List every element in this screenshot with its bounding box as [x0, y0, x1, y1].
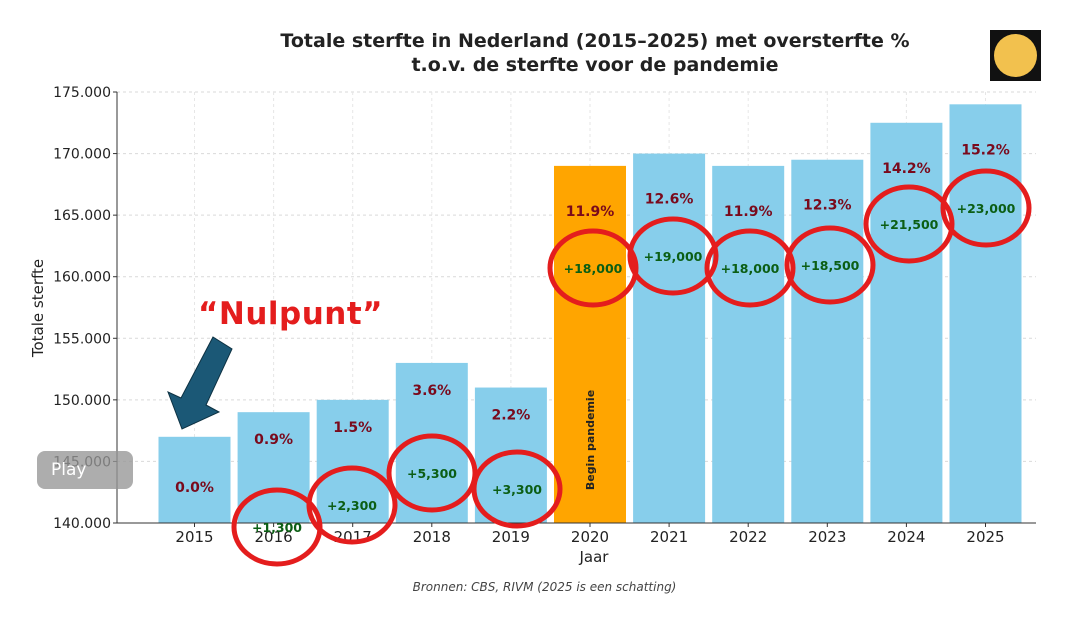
x-tick-label: 2024 [887, 528, 925, 546]
y-tick-label: 160.000 [53, 270, 111, 286]
percent-label-2022: 11.9% [724, 204, 773, 220]
play-button[interactable]: Play K [37, 451, 144, 489]
percent-label-2017: 1.5% [333, 420, 372, 436]
sun-logo-icon [990, 30, 1041, 81]
nulpunt-annotation: “Nulpunt” [198, 296, 384, 332]
excess-label-2016: +1,300 [252, 520, 302, 535]
play-shortcut-key: K [133, 468, 145, 488]
data-labels: 0.0% 0.9% +1,300 1.5% +2,300 3.6% +5,300 2.2% +3… [175, 142, 1016, 535]
bar-2023 [791, 159, 864, 523]
highlight-circle-2024 [863, 184, 955, 264]
highlight-circle-2025 [940, 168, 1032, 248]
y-tick-label: 170.000 [53, 147, 111, 163]
x-tick-label: 2015 [175, 528, 213, 546]
x-tick-label: 2022 [729, 528, 767, 546]
excess-label-2019: +3,300 [492, 482, 542, 497]
x-tick-label: 2020 [571, 528, 609, 546]
highlight-circle-2022 [704, 228, 796, 308]
x-tick-label: 2023 [808, 528, 846, 546]
begin-pandemie-label: Begin pandemie [584, 390, 597, 490]
percent-label-2015: 0.0% [175, 480, 214, 496]
chart-subtitle: t.o.v. de sterfte voor de pandemie [411, 54, 779, 76]
percent-label-2020: 11.9% [566, 204, 615, 220]
y-tick-label: 155.000 [53, 331, 111, 347]
highlight-circle-2018 [386, 433, 478, 513]
percent-label-2016: 0.9% [254, 432, 293, 448]
percent-label-2018: 3.6% [412, 383, 451, 399]
bar-2020 [554, 165, 626, 523]
source-note: Bronnen: CBS, RIVM (2025 is een schattin… [412, 580, 677, 594]
highlight-circle-2023 [784, 225, 876, 305]
bar-2022 [712, 165, 785, 523]
y-tick-label: 175.000 [53, 85, 111, 101]
highlight-circle-2020 [547, 228, 639, 308]
x-tick-label: 2021 [650, 528, 688, 546]
excess-label-2024: +21,500 [880, 217, 939, 232]
highlight-circle-2021 [627, 216, 719, 296]
chart-title: Totale sterfte in Nederland (2015–2025) … [280, 30, 910, 52]
bar-2021 [633, 153, 706, 524]
bar-2016 [237, 412, 310, 523]
excess-label-2020: +18,000 [564, 261, 623, 276]
y-axis-label: Totale sterfte [29, 259, 47, 358]
excess-label-2021: +19,000 [644, 249, 703, 264]
percent-label-2025: 15.2% [961, 142, 1010, 158]
percent-label-2021: 12.6% [645, 192, 694, 208]
arrow-icon [167, 336, 233, 430]
x-tick-label: 2018 [413, 528, 451, 546]
y-tick-label: 165.000 [53, 208, 111, 224]
excess-label-2025: +23,000 [957, 201, 1016, 216]
bar-2024 [870, 122, 943, 524]
y-tick-label: 150.000 [53, 393, 111, 409]
bar-2025 [949, 104, 1022, 524]
percent-label-2024: 14.2% [882, 161, 931, 177]
excess-label-2022: +18,000 [721, 261, 780, 276]
bar-2015 [158, 436, 231, 523]
bars [158, 104, 1022, 524]
highlight-circles [231, 168, 1032, 567]
y-tick-label: 140.000 [53, 516, 111, 532]
excess-label-2023: +18,500 [801, 258, 860, 273]
highlight-circle-2019 [471, 449, 563, 529]
play-label: Play [51, 460, 87, 480]
x-tick-label: 2019 [492, 528, 530, 546]
x-tick-label: 2025 [966, 528, 1004, 546]
excess-label-2017: +2,300 [327, 498, 377, 513]
bar-2017 [316, 399, 389, 523]
excess-label-2018: +5,300 [407, 466, 457, 481]
highlight-circle-2017 [306, 465, 398, 545]
x-axis-label: Jaar [579, 548, 610, 566]
x-tick-label: 2016 [255, 528, 293, 546]
percent-label-2019: 2.2% [491, 408, 530, 424]
percent-label-2023: 12.3% [803, 198, 852, 214]
